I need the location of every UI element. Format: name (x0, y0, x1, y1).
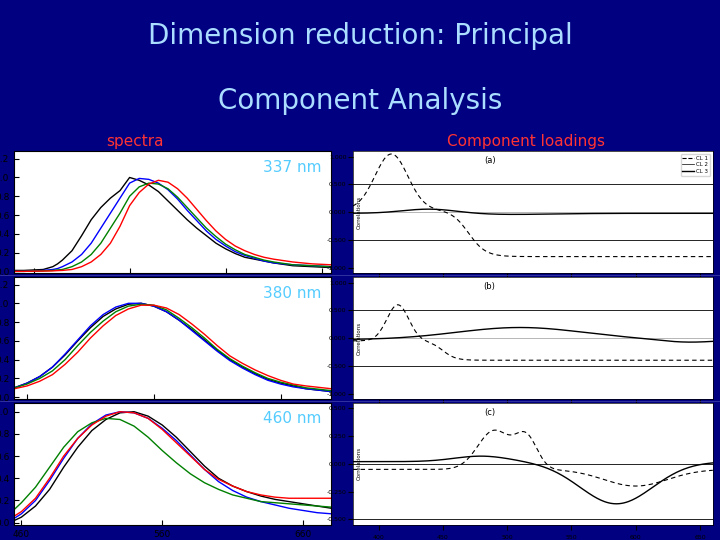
Text: spectra: spectra (106, 134, 163, 149)
Text: Wavelength: Wavelength (512, 433, 554, 439)
Text: (a): (a) (484, 156, 495, 165)
Text: (c): (c) (484, 408, 495, 417)
Text: (b): (b) (484, 282, 495, 291)
Text: Correlations: Correlations (356, 447, 361, 481)
Text: Correlations: Correlations (356, 321, 361, 355)
Text: Dimension reduction: Principal: Dimension reduction: Principal (148, 22, 572, 50)
Text: Correlations: Correlations (356, 195, 361, 229)
Text: 460 nm: 460 nm (264, 411, 322, 427)
Text: 380 nm: 380 nm (264, 286, 322, 301)
X-axis label: Wavelength (nm): Wavelength (nm) (125, 293, 220, 302)
Text: 337 nm: 337 nm (264, 160, 322, 175)
Text: Wavelength: Wavelength (512, 307, 554, 313)
Text: Component Analysis: Component Analysis (218, 87, 502, 115)
Legend: CL 1, CL 2, CL 3: CL 1, CL 2, CL 3 (681, 154, 710, 176)
Text: Component loadings: Component loadings (446, 134, 605, 149)
X-axis label: Wavelength (nm): Wavelength (nm) (125, 418, 220, 428)
